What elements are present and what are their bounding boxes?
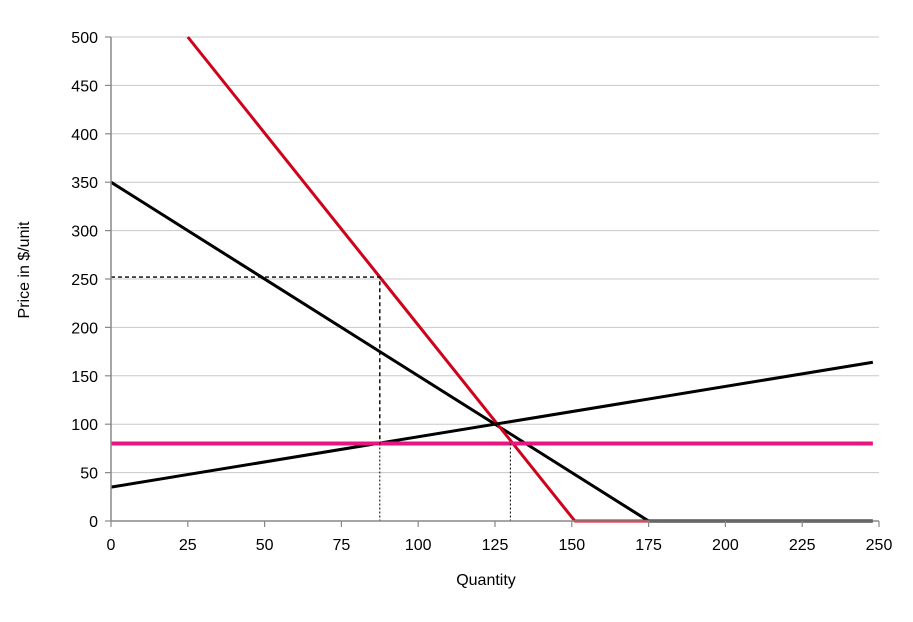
y-tick-label-100: 100	[71, 417, 98, 434]
x-axis-title: Quantity	[456, 572, 516, 589]
guide-lines	[111, 276, 511, 521]
y-tick-label-0: 0	[89, 514, 98, 531]
y-tick-label-250: 250	[71, 272, 98, 289]
y-tick-label-450: 450	[71, 78, 98, 95]
x-tick-label-225: 225	[789, 537, 816, 554]
y-tick-label-50: 50	[80, 466, 98, 483]
y-axis-title: Price in $/unit	[16, 221, 33, 318]
y-tick-label-150: 150	[71, 369, 98, 386]
guide-line-1	[111, 276, 381, 444]
y-tick-label-500: 500	[71, 30, 98, 47]
x-tick-label-175: 175	[635, 537, 662, 554]
x-tick-label-150: 150	[558, 537, 585, 554]
x-tick-label-50: 50	[256, 537, 274, 554]
x-tick-label-25: 25	[179, 537, 197, 554]
tick-labels: 0 50 100 150 200 250 300 350 400 450 500 0 25 50 75 100…	[71, 30, 892, 554]
x-tick-label-75: 75	[333, 537, 351, 554]
x-tick-label-125: 125	[482, 537, 509, 554]
y-tick-label-300: 300	[71, 224, 98, 241]
axes	[105, 36, 880, 527]
y-tick-label-400: 400	[71, 127, 98, 144]
y-tick-label-350: 350	[71, 175, 98, 192]
grid-lines	[111, 36, 879, 474]
x-tick-label-100: 100	[405, 537, 432, 554]
series-line-3	[110, 360, 874, 489]
x-tick-label-0: 0	[107, 537, 116, 554]
x-tick-label-200: 200	[712, 537, 739, 554]
x-tick-label-250: 250	[866, 537, 893, 554]
y-tick-label-200: 200	[71, 320, 98, 337]
series-line-1	[110, 180, 873, 523]
